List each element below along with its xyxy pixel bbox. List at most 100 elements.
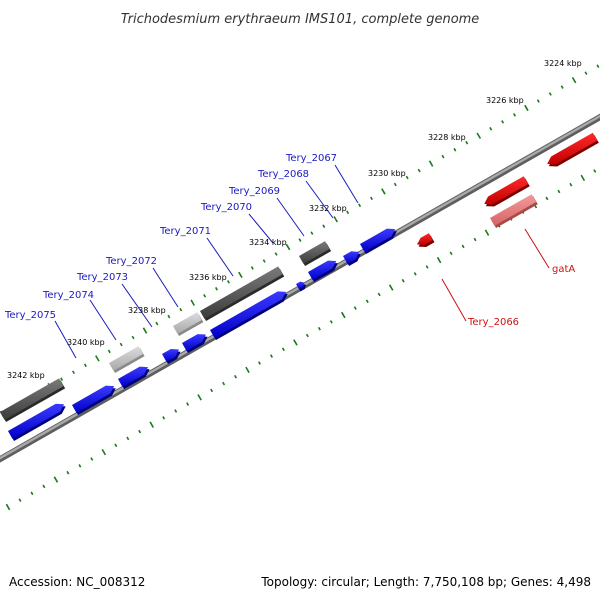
outer-tick xyxy=(72,370,75,375)
outer-tick xyxy=(393,182,397,187)
gene-label-tery-2070: Tery_2070 xyxy=(200,202,252,213)
feature-pink-gata xyxy=(490,194,537,226)
outer-tick xyxy=(142,327,148,334)
outer-tick xyxy=(203,293,207,298)
outer-tick xyxy=(107,349,111,354)
outer-tick xyxy=(548,92,552,96)
inner-tick xyxy=(101,448,107,456)
gene-label-tery-2068: Tery_2068 xyxy=(257,169,309,180)
inner-tick xyxy=(388,284,394,291)
leader-tery-2075 xyxy=(54,320,77,359)
leader-tery-2072 xyxy=(152,267,179,308)
outer-tick xyxy=(465,140,469,145)
gene-label-tery-2073: Tery_2073 xyxy=(76,272,128,283)
inner-tick xyxy=(353,306,357,310)
outer-tick xyxy=(226,280,230,284)
outer-tick xyxy=(428,160,434,167)
genome-summary-text: Topology: circular; Length: 7,750,108 bp… xyxy=(260,575,591,589)
outer-tick xyxy=(190,299,195,306)
inner-tick xyxy=(149,421,154,428)
inner-tick xyxy=(30,491,34,496)
outer-scale-ticks xyxy=(0,64,600,418)
inner-tick xyxy=(18,498,22,502)
inner-tick xyxy=(293,339,298,346)
gene-label-tery-2066: Tery_2066 xyxy=(467,317,519,328)
outer-tick xyxy=(285,243,291,251)
scale-label-3230: 3230 kbp xyxy=(368,169,406,178)
leader-tery-2073 xyxy=(121,283,153,328)
outer-tick xyxy=(536,99,540,103)
label-leader-lines xyxy=(54,164,550,359)
outer-tick xyxy=(370,196,373,201)
inner-tick xyxy=(413,272,417,276)
outer-tick xyxy=(513,113,516,117)
inner-tick xyxy=(53,476,59,483)
inner-tick xyxy=(162,416,166,420)
outer-tick xyxy=(417,168,421,173)
inner-tick xyxy=(258,361,261,365)
inner-tick xyxy=(5,503,11,511)
gene-label-tery-2074: Tery_2074 xyxy=(42,290,94,301)
leader-tery-2069 xyxy=(276,197,305,237)
inner-tick xyxy=(42,484,46,489)
gene-label-tery-2071: Tery_2071 xyxy=(159,226,211,237)
leader-gata xyxy=(524,228,550,269)
gene-tery-2075 xyxy=(8,403,65,439)
outer-tick xyxy=(489,127,493,131)
outer-tick xyxy=(560,85,564,89)
inner-tick xyxy=(436,256,442,264)
leader-tery-2074 xyxy=(89,299,117,341)
leader-tery-2068 xyxy=(305,180,334,219)
gene-label-tery-2067: Tery_2067 xyxy=(285,153,337,164)
scale-label-3242: 3242 kbp xyxy=(7,371,45,380)
gene-features xyxy=(0,132,599,442)
inner-tick xyxy=(461,244,465,249)
inner-tick xyxy=(281,347,285,352)
inner-tick xyxy=(210,388,214,393)
inner-tick xyxy=(484,229,490,236)
inner-tick xyxy=(545,196,549,201)
map-title: Trichodesmium erythraeum IMS101, complet… xyxy=(121,12,480,27)
gene-tery-2073 xyxy=(118,366,149,387)
feature-dark-2075 xyxy=(0,378,64,420)
inner-tick xyxy=(449,251,453,256)
outer-tick xyxy=(405,175,409,180)
scale-label-3224: 3224 kbp xyxy=(544,59,582,68)
gene-label-tery-2072: Tery_2072 xyxy=(105,256,157,267)
outer-tick xyxy=(250,266,254,270)
inner-tick xyxy=(341,311,346,319)
outer-tick xyxy=(501,120,505,124)
outer-tick xyxy=(60,377,64,381)
inner-tick xyxy=(78,464,82,468)
feature-dark-2071 xyxy=(200,266,283,319)
outer-tick xyxy=(381,188,386,195)
scale-labels: 3242 kbp 3240 kbp 3238 kbp 3236 kbp 3234… xyxy=(7,59,582,380)
feature-light-2073 xyxy=(109,346,143,371)
inner-tick xyxy=(222,381,226,386)
inner-tick xyxy=(126,436,130,441)
inner-tick xyxy=(186,402,190,406)
scale-label-3238: 3238 kbp xyxy=(128,306,166,315)
gene-tery-2069 xyxy=(308,260,337,280)
inner-tick xyxy=(245,366,250,374)
outer-tick xyxy=(596,64,600,68)
outer-tick xyxy=(322,224,326,228)
outer-tick xyxy=(453,147,457,152)
inner-tick xyxy=(569,182,573,187)
inner-tick xyxy=(317,326,321,331)
scale-label-3240: 3240 kbp xyxy=(67,338,105,347)
inner-tick xyxy=(473,237,477,242)
scale-label-3232: 3232 kbp xyxy=(309,204,347,213)
outer-tick xyxy=(215,287,218,291)
inner-tick xyxy=(66,470,70,475)
scale-label-3226: 3226 kbp xyxy=(486,96,524,105)
gene-tery-2070 xyxy=(296,281,305,290)
outer-tick xyxy=(571,76,577,84)
outer-tick xyxy=(167,314,171,319)
leader-tery-2067 xyxy=(334,164,359,204)
scale-label-3236: 3236 kbp xyxy=(189,273,227,282)
outer-tick xyxy=(358,203,362,208)
inner-tick xyxy=(114,443,118,448)
outer-tick xyxy=(298,238,302,242)
